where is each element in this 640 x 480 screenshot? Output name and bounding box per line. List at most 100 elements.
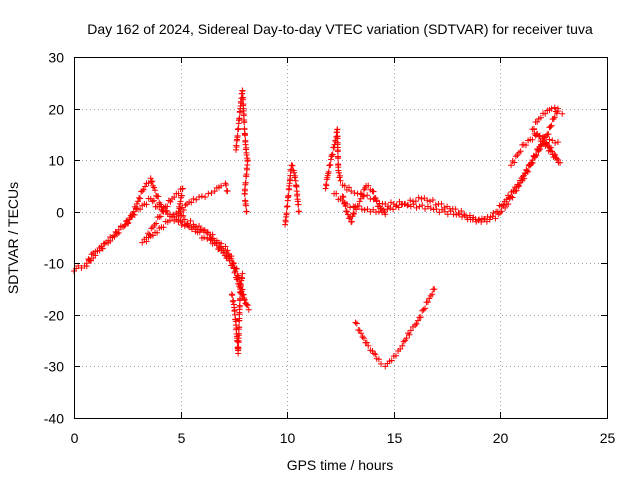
data-point-interp [231,269,238,276]
data-point [424,298,431,305]
data-point-interp [150,197,157,204]
data-point-interp [358,330,365,337]
data-point-interp [400,338,407,345]
data-point-interp [342,203,349,210]
data-point-interp [114,231,121,238]
data-point-interp [513,187,520,194]
data-point-interp [346,184,353,191]
data-point-interp [137,206,144,213]
data-point-interp [218,240,225,247]
data-point-interp [295,201,302,208]
data-point [375,208,382,215]
data-point-interp [209,231,216,238]
data-point-interp [236,115,243,122]
data-point-interp [490,210,497,217]
data-point-interp [410,201,417,208]
data-point-interp [365,182,372,189]
data-point-interp [353,320,360,327]
data-point-interp [216,244,223,251]
x-tick-label: 10 [280,430,296,446]
data-point-interp [171,194,178,201]
data-point [245,306,252,313]
data-point-interp [223,182,230,189]
data-point [175,208,182,215]
data-point-interp [472,216,479,223]
data-point-interp [466,212,473,219]
data-point-interp [240,291,247,298]
data-point-interp [522,142,529,149]
data-point-interp [555,159,562,166]
data-point-interp [524,168,531,175]
data-point [441,208,448,215]
data-point-interp [242,202,249,209]
data-point-interp [545,147,552,154]
data-point [378,360,385,367]
x-tick-label: 20 [493,430,509,446]
data-point-interp [285,192,292,199]
data-point-interp [136,194,143,201]
data-point-interp [551,104,558,111]
data-point-interp [505,201,512,208]
data-point-interp [193,223,200,230]
data-markers [71,87,566,370]
data-point-interp [193,196,200,203]
data-point-interp [548,144,555,151]
data-point [401,200,408,207]
data-point-interp [233,143,240,150]
data-point-interp [444,211,451,218]
data-point-interp [228,253,235,260]
data-point [181,216,188,223]
data-point [486,216,493,223]
data-point [337,177,344,184]
data-point-interp [413,320,420,327]
data-point-interp [142,183,149,190]
data-point-interp [242,300,249,307]
data-point [339,193,346,200]
x-tick-label: 15 [387,430,403,446]
data-point-interp [373,197,380,204]
data-point-interp [512,153,519,160]
data-point-interp [323,182,330,189]
data-point-interp [361,206,368,213]
data-point-interp [235,125,242,132]
data-point-interp [196,194,203,201]
data-point-interp [509,194,516,201]
data-point-interp [86,257,93,264]
data-point-interp [359,333,366,340]
data-point [358,206,365,213]
data-point-interp [240,111,247,118]
data-point [416,203,423,210]
data-point-interp [187,217,194,224]
data-point-interp [201,226,208,233]
data-point-interp [492,215,499,222]
data-point-interp [131,211,138,218]
data-point [130,208,137,215]
data-point-interp [415,194,422,201]
data-point [427,198,434,205]
data-point [529,157,536,164]
data-point-interp [417,314,424,321]
data-point [360,335,367,342]
data-point-interp [243,144,250,151]
data-point-interp [509,157,516,164]
data-point-interp [395,204,402,211]
data-point [230,260,237,267]
data-point-interp [124,220,131,227]
data-point-interp [327,161,334,168]
data-point-interp [380,207,387,214]
data-point [382,211,389,218]
x-tick-label: 25 [600,430,616,446]
data-point-interp [229,298,236,305]
data-point [190,195,197,202]
data-point-interp [405,330,412,337]
data-point-interp [153,220,160,227]
data-point-interp [348,218,355,225]
data-point-interp [94,247,101,254]
data-point-interp [530,125,537,132]
data-point [143,234,150,241]
data-point [139,188,146,195]
data-point-interp [110,232,117,239]
data-point [295,208,302,215]
data-point-interp [242,132,249,139]
data-point [328,151,335,158]
